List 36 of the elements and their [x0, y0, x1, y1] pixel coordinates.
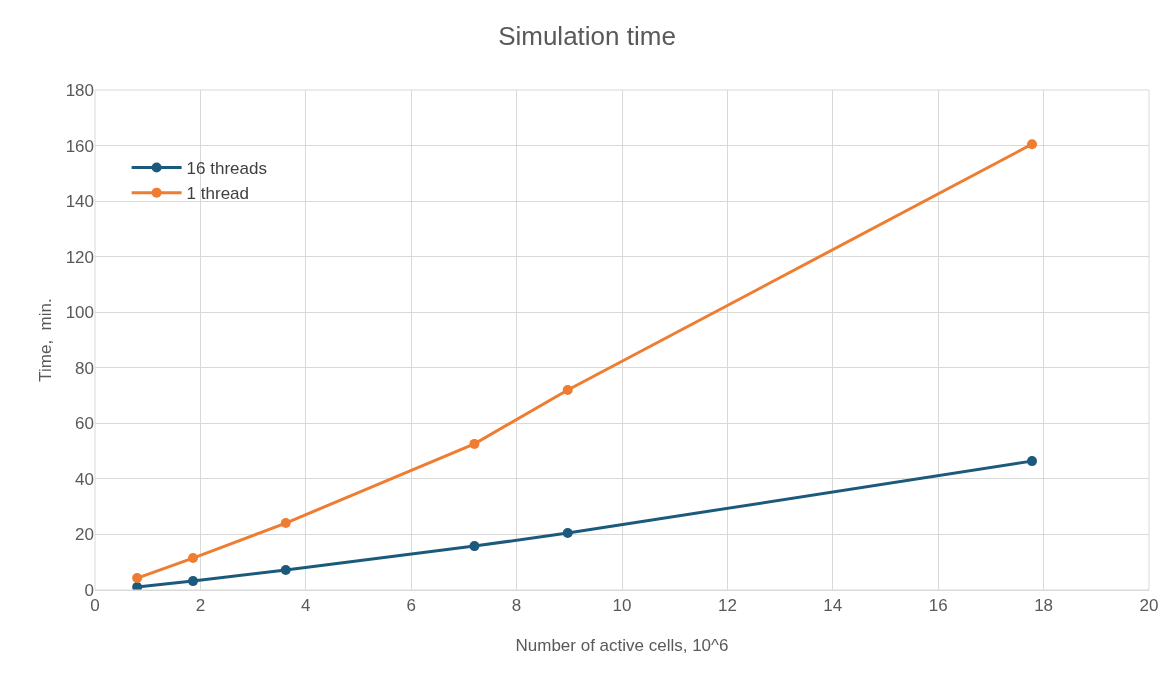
- legend-label: 1 thread: [186, 184, 250, 204]
- y-tick-label: 40: [75, 469, 94, 489]
- x-tick-label: 6: [406, 596, 416, 616]
- x-tick-label: 4: [301, 596, 311, 616]
- x-tick-label: 16: [928, 596, 948, 616]
- x-tick-label: 2: [195, 596, 206, 616]
- point: [469, 438, 480, 449]
- x-tick-label: 12: [717, 596, 737, 616]
- point: [562, 528, 573, 539]
- point: [280, 565, 291, 575]
- y-tick-label: 140: [65, 192, 94, 212]
- y-tick-label: 80: [75, 358, 94, 378]
- x-tick-label: 10: [612, 596, 632, 616]
- y-tick-label: 20: [75, 525, 94, 545]
- x-tick-label: 18: [1034, 596, 1054, 616]
- y-tick-label: 160: [65, 136, 94, 156]
- x-axis-title: Number of active cells, 10^6: [515, 636, 729, 655]
- x-tick-label: 14: [823, 596, 843, 616]
- x-tick-label: 8: [511, 596, 522, 616]
- point: [469, 541, 480, 552]
- y-axis-title: Time, min.: [36, 298, 55, 382]
- point: [188, 553, 199, 564]
- x-tick-label: 20: [1139, 596, 1159, 616]
- point: [280, 518, 291, 529]
- chart-title: Simulation time: [498, 21, 676, 52]
- point: [132, 573, 143, 584]
- y-tick-label: 0: [84, 580, 94, 600]
- y-tick-label: 60: [75, 414, 94, 434]
- point: [1027, 456, 1038, 467]
- legend-label: 16 threads: [186, 159, 267, 179]
- y-tick-label: 120: [65, 247, 94, 267]
- y-tick-label: 100: [65, 303, 94, 323]
- point: [562, 385, 573, 395]
- point: [188, 576, 199, 587]
- y-tick-label: 180: [65, 80, 94, 100]
- point: [1027, 139, 1038, 150]
